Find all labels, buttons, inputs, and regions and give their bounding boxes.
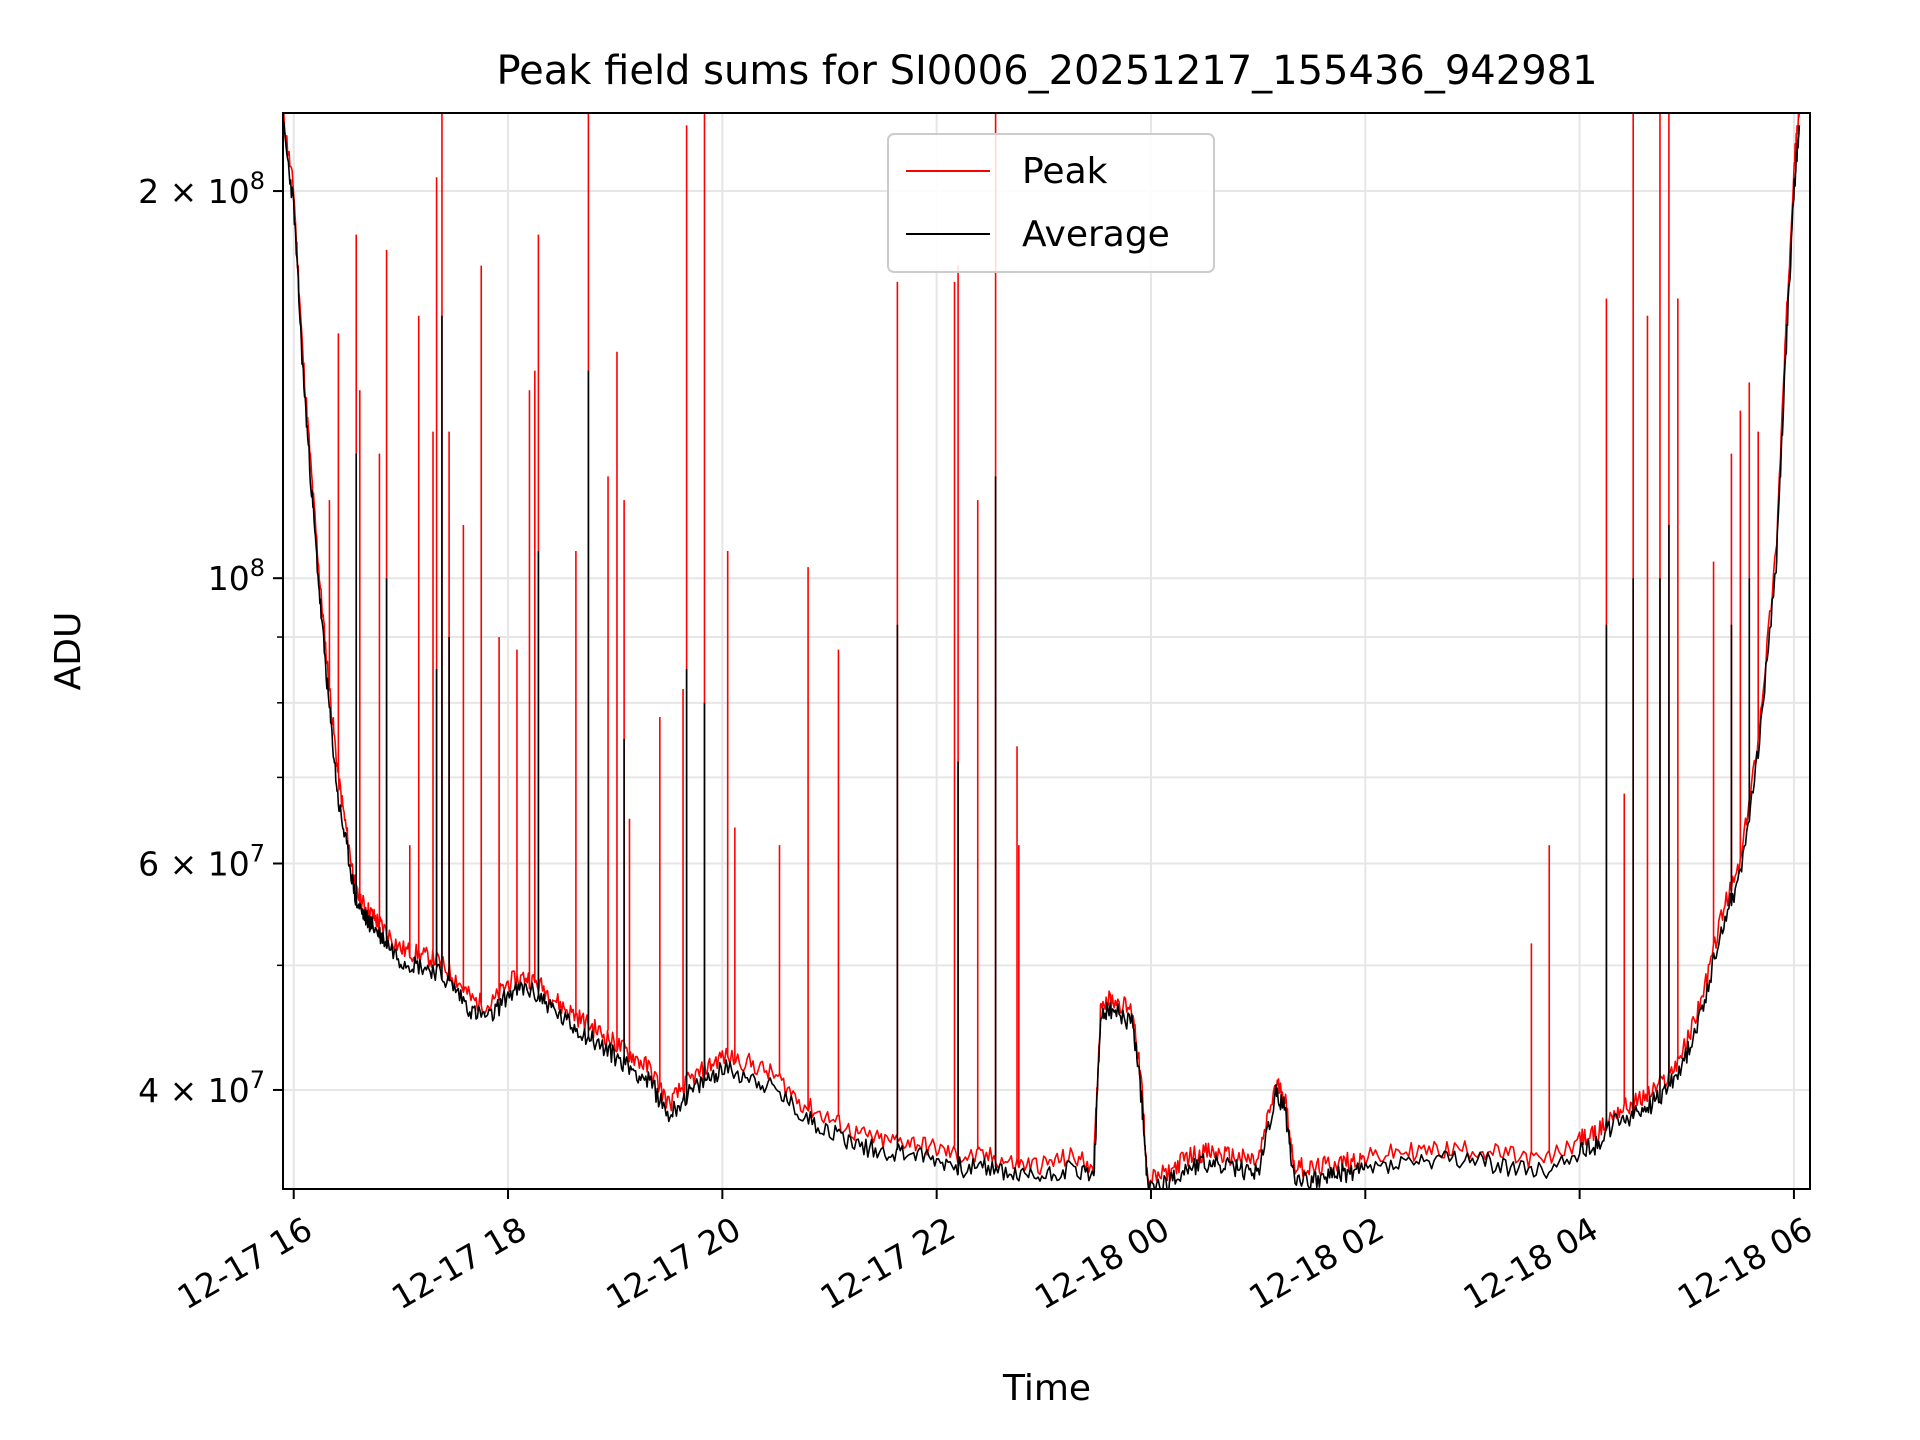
legend-label-peak: Peak xyxy=(1022,151,1108,192)
y-tick-label: 6 × 107 xyxy=(138,839,265,883)
chart-title: Peak field sums for SI0006_20251217_1554… xyxy=(496,48,1597,94)
y-tick-label: 108 xyxy=(208,554,265,598)
x-axis-label: Time xyxy=(1002,1368,1091,1409)
y-tick-label: 2 × 108 xyxy=(138,167,265,211)
series-layer xyxy=(283,113,1801,1189)
y-axis-label: ADU xyxy=(48,612,89,691)
y-tick-label: 4 × 107 xyxy=(138,1066,265,1110)
legend: Peak Average xyxy=(887,133,1215,273)
series-average xyxy=(283,121,1801,1189)
series-line-average xyxy=(283,121,1801,1189)
legend-label-average: Average xyxy=(1022,214,1170,255)
grid xyxy=(283,113,1810,1189)
plot-frame xyxy=(282,112,1811,1190)
legend-box xyxy=(887,133,1215,273)
series-line-peak xyxy=(283,113,1801,1187)
